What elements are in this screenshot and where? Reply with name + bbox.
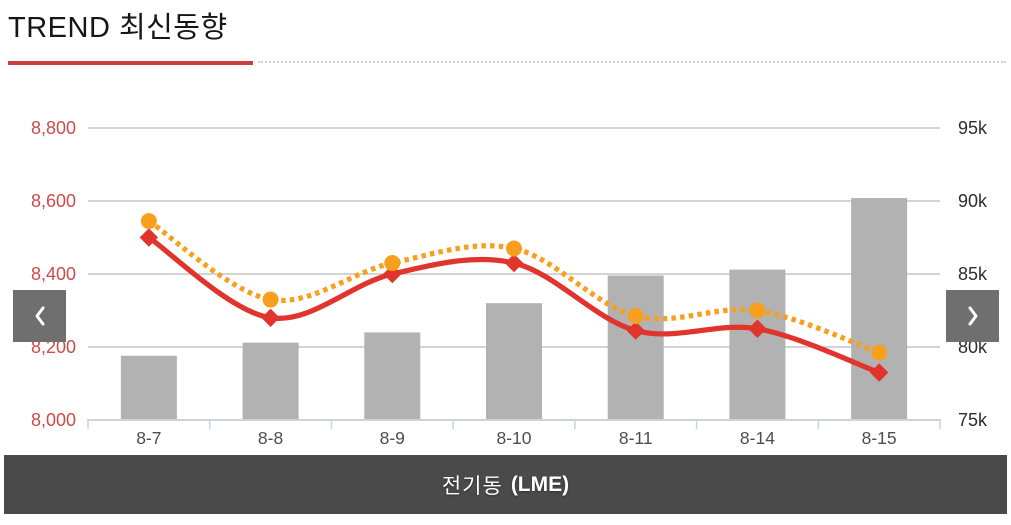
right-axis-label: 95k	[958, 118, 988, 138]
bar-8-8	[242, 342, 299, 420]
carousel-prev-button[interactable]	[13, 290, 66, 342]
bar-8-7	[120, 355, 177, 420]
x-axis-label-8-14: 8-14	[740, 428, 775, 448]
x-axis-label-8-11: 8-11	[619, 428, 653, 448]
chevron-left-icon	[32, 304, 48, 328]
circle-marker-8-11	[627, 307, 644, 324]
right-axis-label: 85k	[958, 264, 988, 284]
chart-footer-label: 전기동 (LME)	[4, 455, 1007, 514]
chevron-right-icon	[965, 304, 981, 328]
carousel-next-button[interactable]	[946, 290, 999, 342]
bar-8-9	[364, 332, 421, 420]
x-axis-label-8-7: 8-7	[136, 428, 161, 448]
diamond-marker-8-10	[504, 253, 524, 273]
circle-marker-8-15	[871, 344, 888, 361]
bar-8-11	[607, 275, 664, 420]
circle-marker-8-7	[140, 213, 157, 230]
right-axis-label: 75k	[958, 410, 988, 430]
price-line-solid-path	[147, 235, 881, 375]
left-axis-label: 8,800	[31, 118, 76, 138]
circle-marker-8-10	[506, 240, 522, 257]
diamond-marker-8-15	[869, 363, 889, 382]
diamond-marker-8-7	[139, 228, 159, 247]
x-axis-label-8-15: 8-15	[862, 428, 897, 448]
right-axis-label: 90k	[958, 191, 988, 211]
page-title: TREND 최신동향	[8, 12, 228, 44]
bar-8-14	[729, 269, 786, 420]
diamond-marker-8-14	[748, 319, 767, 338]
price-line-dotted-path	[147, 218, 880, 355]
circle-marker-8-14	[749, 302, 766, 319]
diamond-marker-8-11	[626, 321, 645, 340]
bar-8-15	[851, 198, 908, 420]
left-axis-label: 8,000	[31, 410, 76, 430]
bar-8-10	[486, 303, 542, 420]
left-axis-label: 8,400	[31, 264, 76, 284]
title-accent-underline	[8, 61, 253, 65]
diamond-marker-8-8	[261, 308, 280, 327]
circle-marker-8-9	[384, 255, 401, 272]
instrument-name: 전기동	[441, 474, 503, 498]
exchange-name: (LME)	[510, 472, 570, 496]
x-axis-label-8-10: 8-10	[496, 428, 531, 448]
x-axis-label-8-8: 8-8	[258, 428, 283, 448]
x-axis-label-8-9: 8-9	[380, 428, 405, 448]
diamond-marker-8-9	[383, 264, 402, 284]
circle-marker-8-8	[262, 291, 279, 308]
title-dotted-rule	[258, 61, 1006, 63]
left-axis-label: 8,600	[31, 191, 76, 211]
